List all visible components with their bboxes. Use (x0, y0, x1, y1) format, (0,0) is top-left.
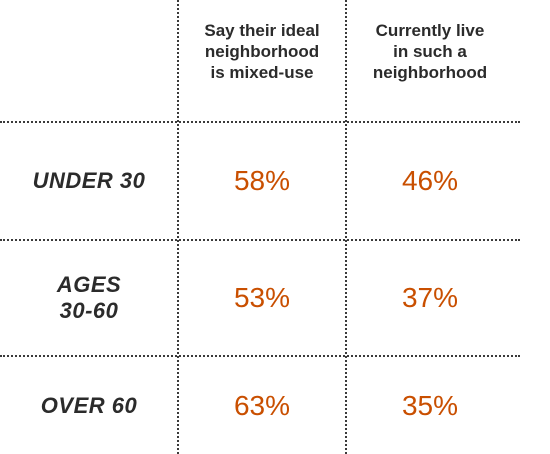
row-label-under-30: UNDER 30 (0, 123, 178, 239)
column-header-line: Say their ideal (204, 21, 320, 40)
column-divider-2 (345, 0, 347, 454)
cell-over-60-current: 35% (401, 389, 459, 421)
row-divider-2 (0, 239, 520, 241)
row-label-ages-30-60: AGES 30-60 (0, 241, 178, 355)
column-header-line: is mixed-use (210, 63, 314, 82)
column-header-line: neighborhood (204, 42, 320, 61)
cell-ages-30-60-current: 37% (401, 282, 459, 313)
cell-ages-30-60-ideal: 53% (233, 282, 291, 313)
row-label-line: UNDER 30 (32, 168, 146, 193)
column-header-line: neighborhood (372, 63, 488, 82)
row-label-over-60: OVER 60 (0, 357, 178, 454)
cell-over-60-ideal: 63% (233, 389, 291, 421)
column-header-line: Currently live (375, 21, 485, 40)
cell-under-30-ideal: 58% (233, 165, 291, 196)
row-label-line: 30-60 (59, 298, 119, 323)
row-divider-3 (0, 355, 520, 357)
column-divider-1 (177, 0, 179, 454)
column-header-ideal-mixed-use: Say their ideal neighborhood is mixed-us… (179, 20, 345, 100)
column-header-currently-live: Currently live in such a neighborhood (347, 20, 513, 100)
cell-under-30-current: 46% (401, 165, 459, 196)
column-header-line: in such a (393, 42, 467, 61)
row-label-line: AGES (56, 272, 122, 297)
row-divider-1 (0, 121, 520, 123)
row-label-line: OVER 60 (40, 392, 138, 418)
